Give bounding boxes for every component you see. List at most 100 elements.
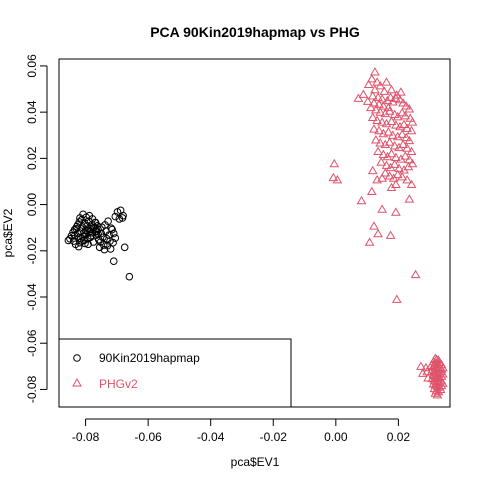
data-point-phgv2	[389, 159, 400, 168]
data-point-90kin2019hapmap	[95, 243, 104, 252]
data-point-phgv2	[423, 373, 433, 382]
data-point-90kin2019hapmap	[67, 231, 76, 240]
data-point-phgv2	[328, 172, 339, 182]
data-point-phgv2	[397, 129, 408, 138]
data-point-phgv2	[366, 74, 377, 83]
data-point-90kin2019hapmap	[104, 217, 112, 226]
data-point-phgv2	[366, 186, 377, 195]
data-point-phgv2	[365, 102, 376, 112]
data-point-phgv2	[404, 154, 415, 164]
data-point-phgv2	[375, 138, 386, 147]
y-axis: -0.08 -0.06 -0.04 -0.02 0.00 0.02 0.04 0.06	[25, 54, 48, 403]
data-point-phgv2	[369, 98, 379, 107]
data-point-phgv2	[364, 237, 375, 246]
data-point-phgv2	[375, 107, 386, 116]
data-point-phgv2	[391, 294, 402, 303]
data-point-phgv2	[399, 119, 409, 128]
data-point-phgv2	[353, 93, 364, 102]
data-point-phgv2	[370, 105, 381, 114]
data-point-phgv2	[380, 108, 391, 118]
data-point-90kin2019hapmap	[118, 214, 127, 222]
data-point-phgv2	[391, 120, 401, 129]
x-tick-label: -0.08	[72, 430, 100, 444]
data-point-phgv2	[404, 135, 415, 145]
data-point-phgv2	[370, 67, 380, 76]
x-tick-label: 0.02	[387, 430, 411, 444]
data-point-phgv2	[392, 169, 403, 179]
data-point-90kin2019hapmap	[73, 221, 82, 229]
data-point-phgv2	[363, 79, 374, 88]
data-point-phgv2	[370, 84, 380, 94]
data-point-phgv2	[385, 230, 396, 239]
data-point-phgv2	[329, 158, 340, 168]
data-point-90kin2019hapmap	[74, 242, 83, 251]
data-point-phgv2	[373, 146, 383, 155]
data-point-phgv2	[378, 101, 389, 110]
data-point-phgv2	[394, 163, 404, 172]
data-point-phgv2	[367, 165, 378, 175]
data-point-phgv2	[430, 388, 441, 397]
data-point-90kin2019hapmap	[106, 245, 115, 253]
x-tick-label: -0.02	[260, 430, 288, 444]
data-point-phgv2	[372, 77, 382, 86]
data-point-phgv2	[383, 102, 394, 112]
y-tick-label: -0.08	[25, 375, 39, 403]
legend-box	[58, 338, 292, 408]
y-tick-label: -0.06	[25, 329, 39, 357]
data-point-90kin2019hapmap	[107, 224, 116, 232]
data-point-90kin2019hapmap	[94, 235, 103, 244]
data-point-phgv2	[395, 121, 405, 131]
y-tick-label: 0.00	[25, 193, 39, 217]
data-point-phgv2	[369, 124, 379, 133]
data-point-phgv2	[377, 94, 387, 103]
data-point-phgv2	[401, 101, 412, 110]
data-point-phgv2	[383, 127, 394, 136]
data-point-phgv2	[398, 98, 408, 107]
data-point-phgv2	[367, 112, 378, 122]
data-point-phgv2	[398, 139, 408, 149]
data-point-phgv2	[400, 111, 411, 120]
data-point-phgv2	[386, 182, 397, 192]
y-tick-label: -0.04	[25, 283, 39, 311]
data-point-phgv2	[391, 152, 401, 162]
data-points	[64, 67, 448, 399]
data-point-phgv2	[404, 194, 415, 203]
data-point-phgv2	[374, 99, 384, 108]
chart-title: PCA 90Kin2019hapmap vs PHG	[150, 24, 360, 40]
data-point-90kin2019hapmap	[76, 238, 84, 247]
data-point-phgv2	[396, 87, 406, 96]
data-point-phgv2	[402, 175, 413, 184]
data-point-90kin2019hapmap	[91, 218, 100, 227]
x-axis: -0.08 -0.06 -0.04 -0.02 0.00 0.02	[72, 418, 411, 444]
data-point-phgv2	[386, 148, 397, 158]
data-point-phgv2	[381, 77, 392, 86]
data-point-phgv2	[373, 92, 383, 101]
data-point-phgv2	[374, 125, 384, 135]
data-point-phgv2	[391, 179, 401, 189]
data-point-phgv2	[401, 132, 412, 142]
legend-label-phgv2: PHGv2	[99, 377, 138, 391]
data-point-90kin2019hapmap	[92, 228, 101, 236]
y-tick-label: 0.06	[25, 54, 39, 78]
legend: 90Kin2019hapmap PHGv2	[58, 338, 292, 408]
data-point-90kin2019hapmap	[115, 215, 124, 223]
data-point-phgv2	[372, 175, 382, 184]
data-point-phgv2	[384, 171, 395, 180]
data-point-phgv2	[356, 195, 367, 205]
data-point-90kin2019hapmap	[111, 212, 120, 221]
data-point-90kin2019hapmap	[120, 243, 129, 252]
data-point-phgv2	[377, 204, 387, 213]
data-point-phgv2	[378, 149, 389, 158]
y-axis-label: pca$EV2	[1, 208, 15, 257]
data-point-phgv2	[400, 151, 411, 160]
data-point-phgv2	[406, 146, 417, 155]
data-point-phgv2	[367, 91, 378, 100]
data-point-90kin2019hapmap	[108, 225, 116, 234]
data-point-90kin2019hapmap	[81, 239, 89, 248]
legend-label-90kin2019hapmap: 90Kin2019hapmap	[99, 351, 200, 365]
data-point-phgv2	[377, 173, 387, 182]
data-point-phgv2	[389, 141, 400, 150]
data-point-phgv2	[386, 116, 397, 125]
data-point-phgv2	[377, 117, 387, 126]
data-point-phgv2	[391, 207, 401, 216]
